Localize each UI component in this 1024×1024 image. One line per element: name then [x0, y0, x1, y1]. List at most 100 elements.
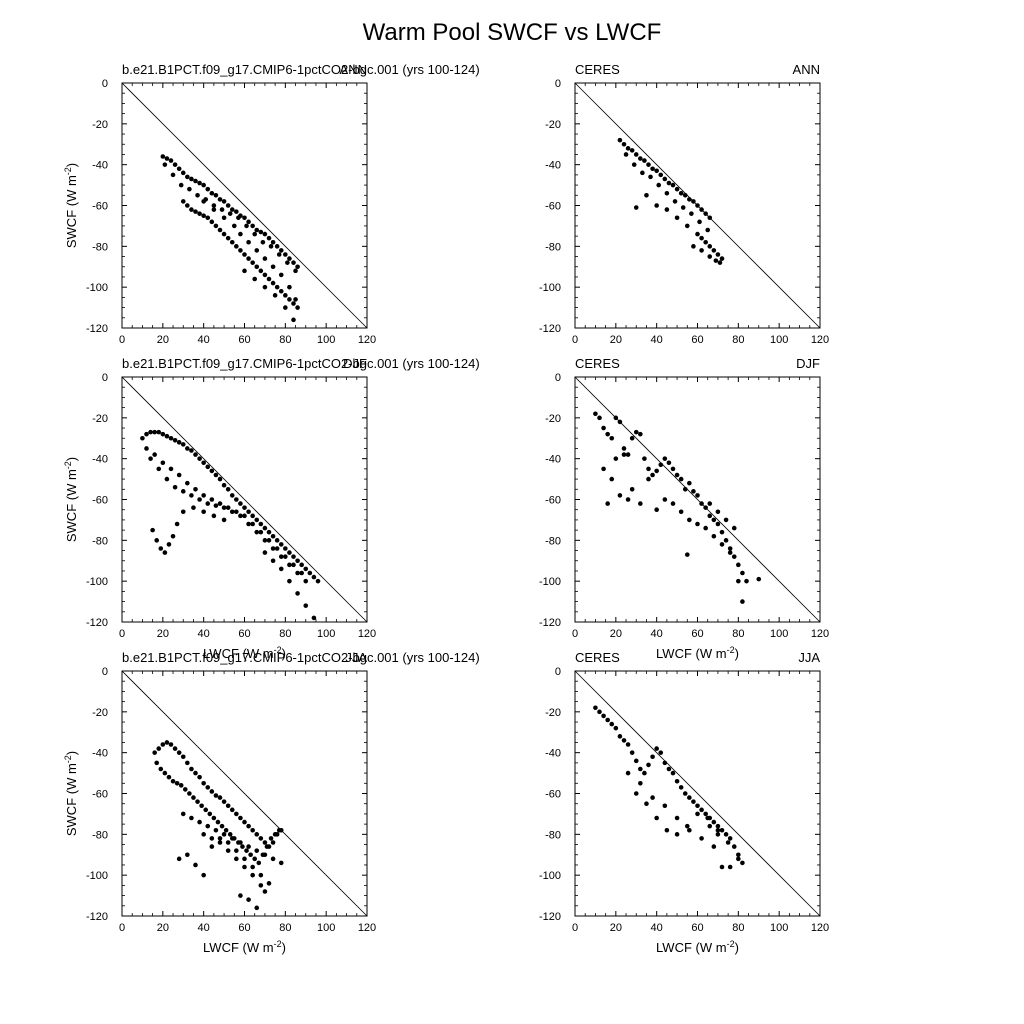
- scatter-point: [617, 493, 623, 498]
- scatter-point: [160, 154, 166, 159]
- scatter-point: [697, 219, 702, 225]
- scatter-point: [731, 844, 737, 849]
- scatter-point: [172, 484, 178, 490]
- scatter-point: [646, 162, 651, 167]
- scatter-point: [727, 546, 733, 551]
- y-tick-label: 0: [555, 372, 561, 384]
- scatter-point: [168, 742, 174, 747]
- y-tick-label: -100: [539, 870, 561, 882]
- scatter-point: [221, 482, 227, 488]
- scatter-point: [250, 864, 255, 870]
- x-tick-label: 0: [119, 628, 125, 640]
- scatter-point: [213, 503, 219, 508]
- scatter-point: [246, 844, 251, 849]
- scatter-point: [270, 840, 276, 845]
- panel-season-label: DJF: [796, 356, 820, 371]
- y-tick-label: 0: [102, 372, 108, 384]
- scatter-point: [633, 429, 639, 435]
- scatter-point: [648, 174, 653, 180]
- panel-left-label: CERES: [575, 62, 620, 77]
- scatter-point: [270, 856, 276, 862]
- x-tick-label: 80: [732, 334, 744, 346]
- scatter-point: [703, 525, 708, 531]
- scatter-point: [644, 192, 649, 198]
- scatter-point: [250, 260, 255, 265]
- scatter-point: [221, 832, 227, 837]
- y-tick-label: -60: [92, 201, 108, 213]
- scatter-point: [625, 742, 631, 747]
- scatter-point: [221, 517, 227, 523]
- scatter-point: [189, 207, 194, 212]
- scatter-point: [736, 562, 741, 568]
- scatter-point: [213, 827, 219, 833]
- scatter-point: [717, 260, 723, 265]
- scatter-point: [680, 205, 686, 210]
- y-tick-label: -80: [92, 535, 108, 547]
- scatter-point: [631, 162, 637, 167]
- scatter-point: [731, 525, 737, 531]
- scatter-point: [278, 272, 284, 278]
- scatter-point: [654, 468, 659, 474]
- scatter-point: [711, 533, 717, 539]
- scatter-point: [223, 827, 229, 833]
- scatter-point: [244, 223, 249, 229]
- panel-left-label: CERES: [575, 650, 620, 665]
- y-tick-label: -100: [539, 576, 561, 588]
- scatter-point: [691, 244, 696, 249]
- scatter-point: [154, 760, 160, 766]
- scatter-point: [258, 872, 264, 878]
- scatter-point: [185, 480, 190, 486]
- scatter-point: [250, 872, 255, 878]
- scatter-point: [670, 182, 676, 188]
- scatter-point: [593, 705, 598, 711]
- scatter-point: [638, 501, 643, 506]
- scatter-point: [658, 172, 664, 178]
- scatter-point: [256, 860, 262, 866]
- panel-left-label: b.e21.B1PCT.f09_g17.CMIP6-1pctCO2-bgc.00…: [122, 62, 480, 77]
- panel-season-label: DJF: [343, 356, 367, 371]
- scatter-point: [303, 578, 309, 584]
- scatter-point: [246, 256, 251, 261]
- scatter-point: [211, 815, 217, 821]
- scatter-point: [287, 256, 292, 261]
- scatter-point: [740, 570, 745, 576]
- scatter-point: [197, 211, 202, 216]
- scatter-point: [293, 297, 298, 302]
- scatter-point: [205, 464, 211, 470]
- scatter-point: [144, 431, 149, 437]
- scatter-point: [242, 268, 247, 274]
- scatter-point: [723, 517, 729, 523]
- scatter-point: [254, 905, 260, 911]
- scatter-point: [266, 538, 272, 543]
- scatter-point: [613, 415, 619, 421]
- scatter-point: [601, 466, 606, 472]
- scatter-point: [270, 546, 276, 551]
- scatter-point: [266, 276, 272, 282]
- y-tick-label: -80: [545, 535, 561, 547]
- y-tick-label: -80: [545, 829, 561, 841]
- scatter-point: [270, 533, 276, 539]
- y-axis-title: SWCF (W m-2): [63, 751, 79, 836]
- scatter-point: [736, 578, 741, 584]
- x-axis-title: LWCF (W m-2): [656, 645, 739, 661]
- scatter-point: [195, 192, 200, 198]
- scatter-point: [185, 203, 190, 208]
- scatter-point: [193, 486, 198, 492]
- scatter-point: [242, 215, 247, 221]
- scatter-point: [283, 305, 288, 310]
- x-tick-label: 120: [358, 334, 376, 346]
- scatter-point: [621, 446, 627, 451]
- scatter-point: [238, 840, 243, 845]
- scatter-point: [201, 182, 206, 188]
- scatter-point: [719, 864, 725, 870]
- x-tick-label: 60: [691, 922, 703, 934]
- scatter-point: [625, 146, 631, 151]
- scatter-point: [682, 192, 688, 198]
- x-tick-label: 100: [317, 628, 335, 640]
- scatter-point: [658, 750, 664, 755]
- scatter-point: [299, 562, 304, 568]
- x-tick-label: 80: [279, 334, 291, 346]
- scatter-point: [201, 213, 206, 219]
- scatter-point: [168, 435, 174, 441]
- y-tick-label: -40: [92, 748, 108, 760]
